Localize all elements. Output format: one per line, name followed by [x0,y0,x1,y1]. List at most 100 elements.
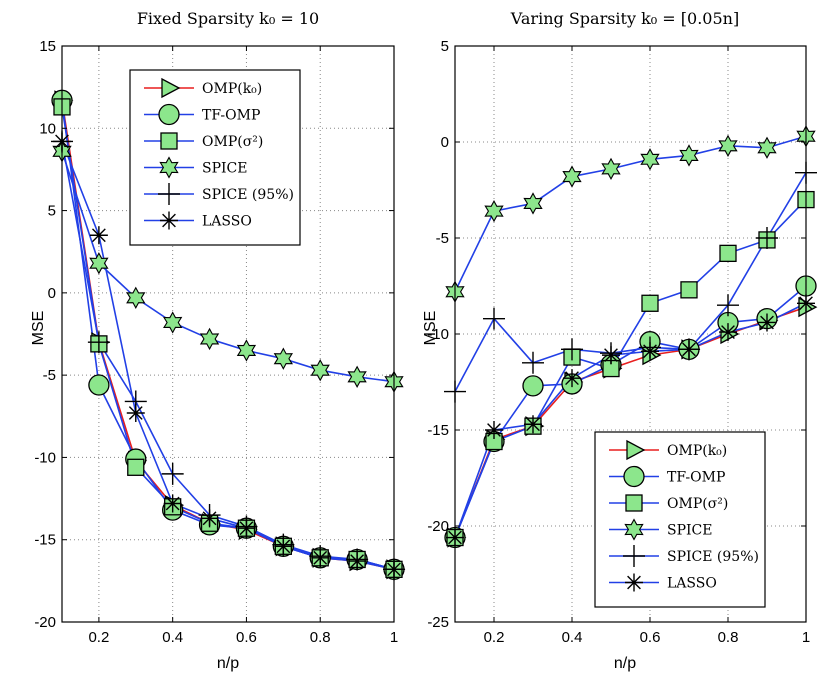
y-tick-label: 0 [441,134,449,151]
x-tick-label: 0.8 [310,629,331,646]
x-tick-label: 0.2 [88,629,109,646]
data-point [641,342,659,361]
data-point [200,509,219,528]
data-point [601,157,621,181]
legend-marker-5 [160,211,178,230]
right-chart-panel: Varing Sparsity k₀ = [0.05n] MSE n/p 0.2… [422,9,818,672]
legend-marker-1 [623,465,645,488]
y-tick-label: -20 [427,518,449,535]
data-point [163,494,182,513]
legend-label-4: SPICE (95%) [667,549,759,565]
right-y-axis-label: MSE [422,311,439,346]
x-tick-label: 1 [390,629,398,646]
x-tick-label: 1 [802,629,810,646]
legend-marker-4 [623,545,645,567]
data-point [484,199,504,223]
ticks: 0.2 0.4 0.6 0.8 1 -25 -20 -15 -10 -5 0 5 [427,38,810,646]
legend-box [129,69,301,246]
series-line-3 [61,151,395,383]
data-point [563,369,581,388]
data-point [483,307,505,330]
y-tick-label: 5 [441,38,449,55]
data-point [274,537,293,556]
y-tick-label: 10 [39,120,56,137]
left-y-axis-label: MSE [30,311,47,346]
series-line-5 [454,302,807,538]
y-tick-label: -10 [427,326,449,343]
data-point [719,244,737,263]
legend-marker-0 [161,77,181,99]
data-point [718,134,738,157]
x-tick-label: 0.6 [640,629,661,646]
data-point [641,294,659,312]
data-point [126,403,145,422]
data-point [522,375,544,397]
data-point [562,165,582,188]
data-point [679,144,699,167]
x-tick-label: 0.4 [562,629,583,646]
data-point [127,458,145,476]
legend-label-1: TF-OMP [202,108,260,124]
y-tick-label: -25 [427,614,449,631]
data-point [89,252,109,275]
data-point [719,323,737,342]
data-point [89,226,108,245]
y-tick-label: 5 [48,203,56,220]
legend-label-0: OMP(k₀) [667,443,727,459]
right-chart-title: Varing Sparsity k₀ = [0.05n] [510,9,739,28]
legend-label-4: SPICE (95%) [202,187,294,203]
y-tick-label: 0 [48,285,56,302]
y-tick-label: -5 [43,367,56,384]
data-point [273,347,293,370]
legend-marker-0 [626,439,646,461]
legend-label-3: SPICE [202,161,247,177]
series-line-5 [61,141,395,571]
series-line-3 [454,135,807,293]
data-point [237,519,256,538]
x-tick-label: 0.4 [162,629,183,646]
data-point [236,339,257,362]
data-point [348,552,367,571]
data-point [756,227,778,249]
legend-marker-3 [624,518,644,541]
data-point [485,421,503,439]
legend-label-1: TF-OMP [667,470,725,486]
left-chart-title: Fixed Sparsity k₀ = 10 [137,9,319,28]
series-line-4 [454,172,807,392]
x-tick-label: 0.2 [484,629,505,646]
y-tick-label: 15 [39,38,56,55]
legend-marker-4 [158,183,180,205]
data-point [717,294,739,317]
axes-frame [61,45,395,623]
legend-marker-3 [159,156,179,179]
legend-marker-5 [625,573,643,592]
legend-label-5: LASSO [202,214,252,230]
legend: OMP(k₀) TF-OMP OMP(σ²) SPICE SPICE (95%) LASS… [129,69,301,246]
data-point [522,351,544,374]
data-point [757,136,777,159]
data-point [602,346,620,365]
data-point [680,281,698,299]
data-point [161,462,184,485]
data-point [680,340,698,359]
data-point [758,313,776,332]
right-x-axis-label: n/p [614,655,636,672]
left-x-axis-label: n/p [217,655,239,672]
x-tick-label: 0.8 [718,629,739,646]
legend-marker-2 [625,494,643,512]
legend-marker-2 [160,132,178,150]
legend-marker-1 [158,103,180,126]
data-point [310,359,330,382]
x-tick-label: 0.6 [236,629,257,646]
y-tick-label: -15 [427,422,449,439]
data-point [311,548,330,567]
data-point [523,192,543,215]
left-chart-panel: Fixed Sparsity k₀ = 10 MSE n/p 0.2 0.4 0.6… [30,9,406,672]
data-point [87,331,110,354]
data-point [199,327,220,351]
series-line-2 [61,106,395,571]
series-line-4 [61,141,395,571]
legend: OMP(k₀) TF-OMP OMP(σ²) SPICE SPICE (95%) LASS… [594,431,766,608]
data-point [163,311,183,334]
